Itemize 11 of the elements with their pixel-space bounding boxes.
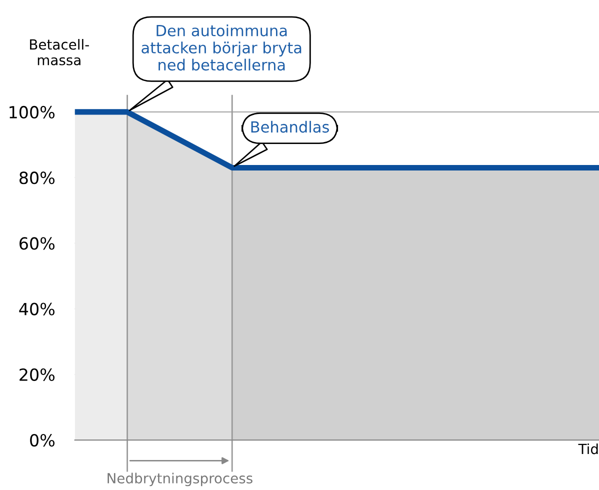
annotation: Behandlas xyxy=(251,120,329,133)
text: Den autoimmuna attacken börjar bryta ned betacellerna xyxy=(142,24,302,71)
y-tick-label: 40% xyxy=(19,302,55,316)
x-axis-title: Tid xyxy=(578,443,598,454)
y-axis-title: Betacell- massa xyxy=(30,39,89,66)
text: Nedbrytningsprocess xyxy=(108,472,252,486)
y-tick-label: 100% xyxy=(10,106,55,119)
y-tick-label: 0% xyxy=(30,434,55,447)
y-tick-label: 60% xyxy=(20,237,55,250)
y-tick-label: 20% xyxy=(20,368,55,381)
y-tick-label: 80% xyxy=(20,172,55,184)
